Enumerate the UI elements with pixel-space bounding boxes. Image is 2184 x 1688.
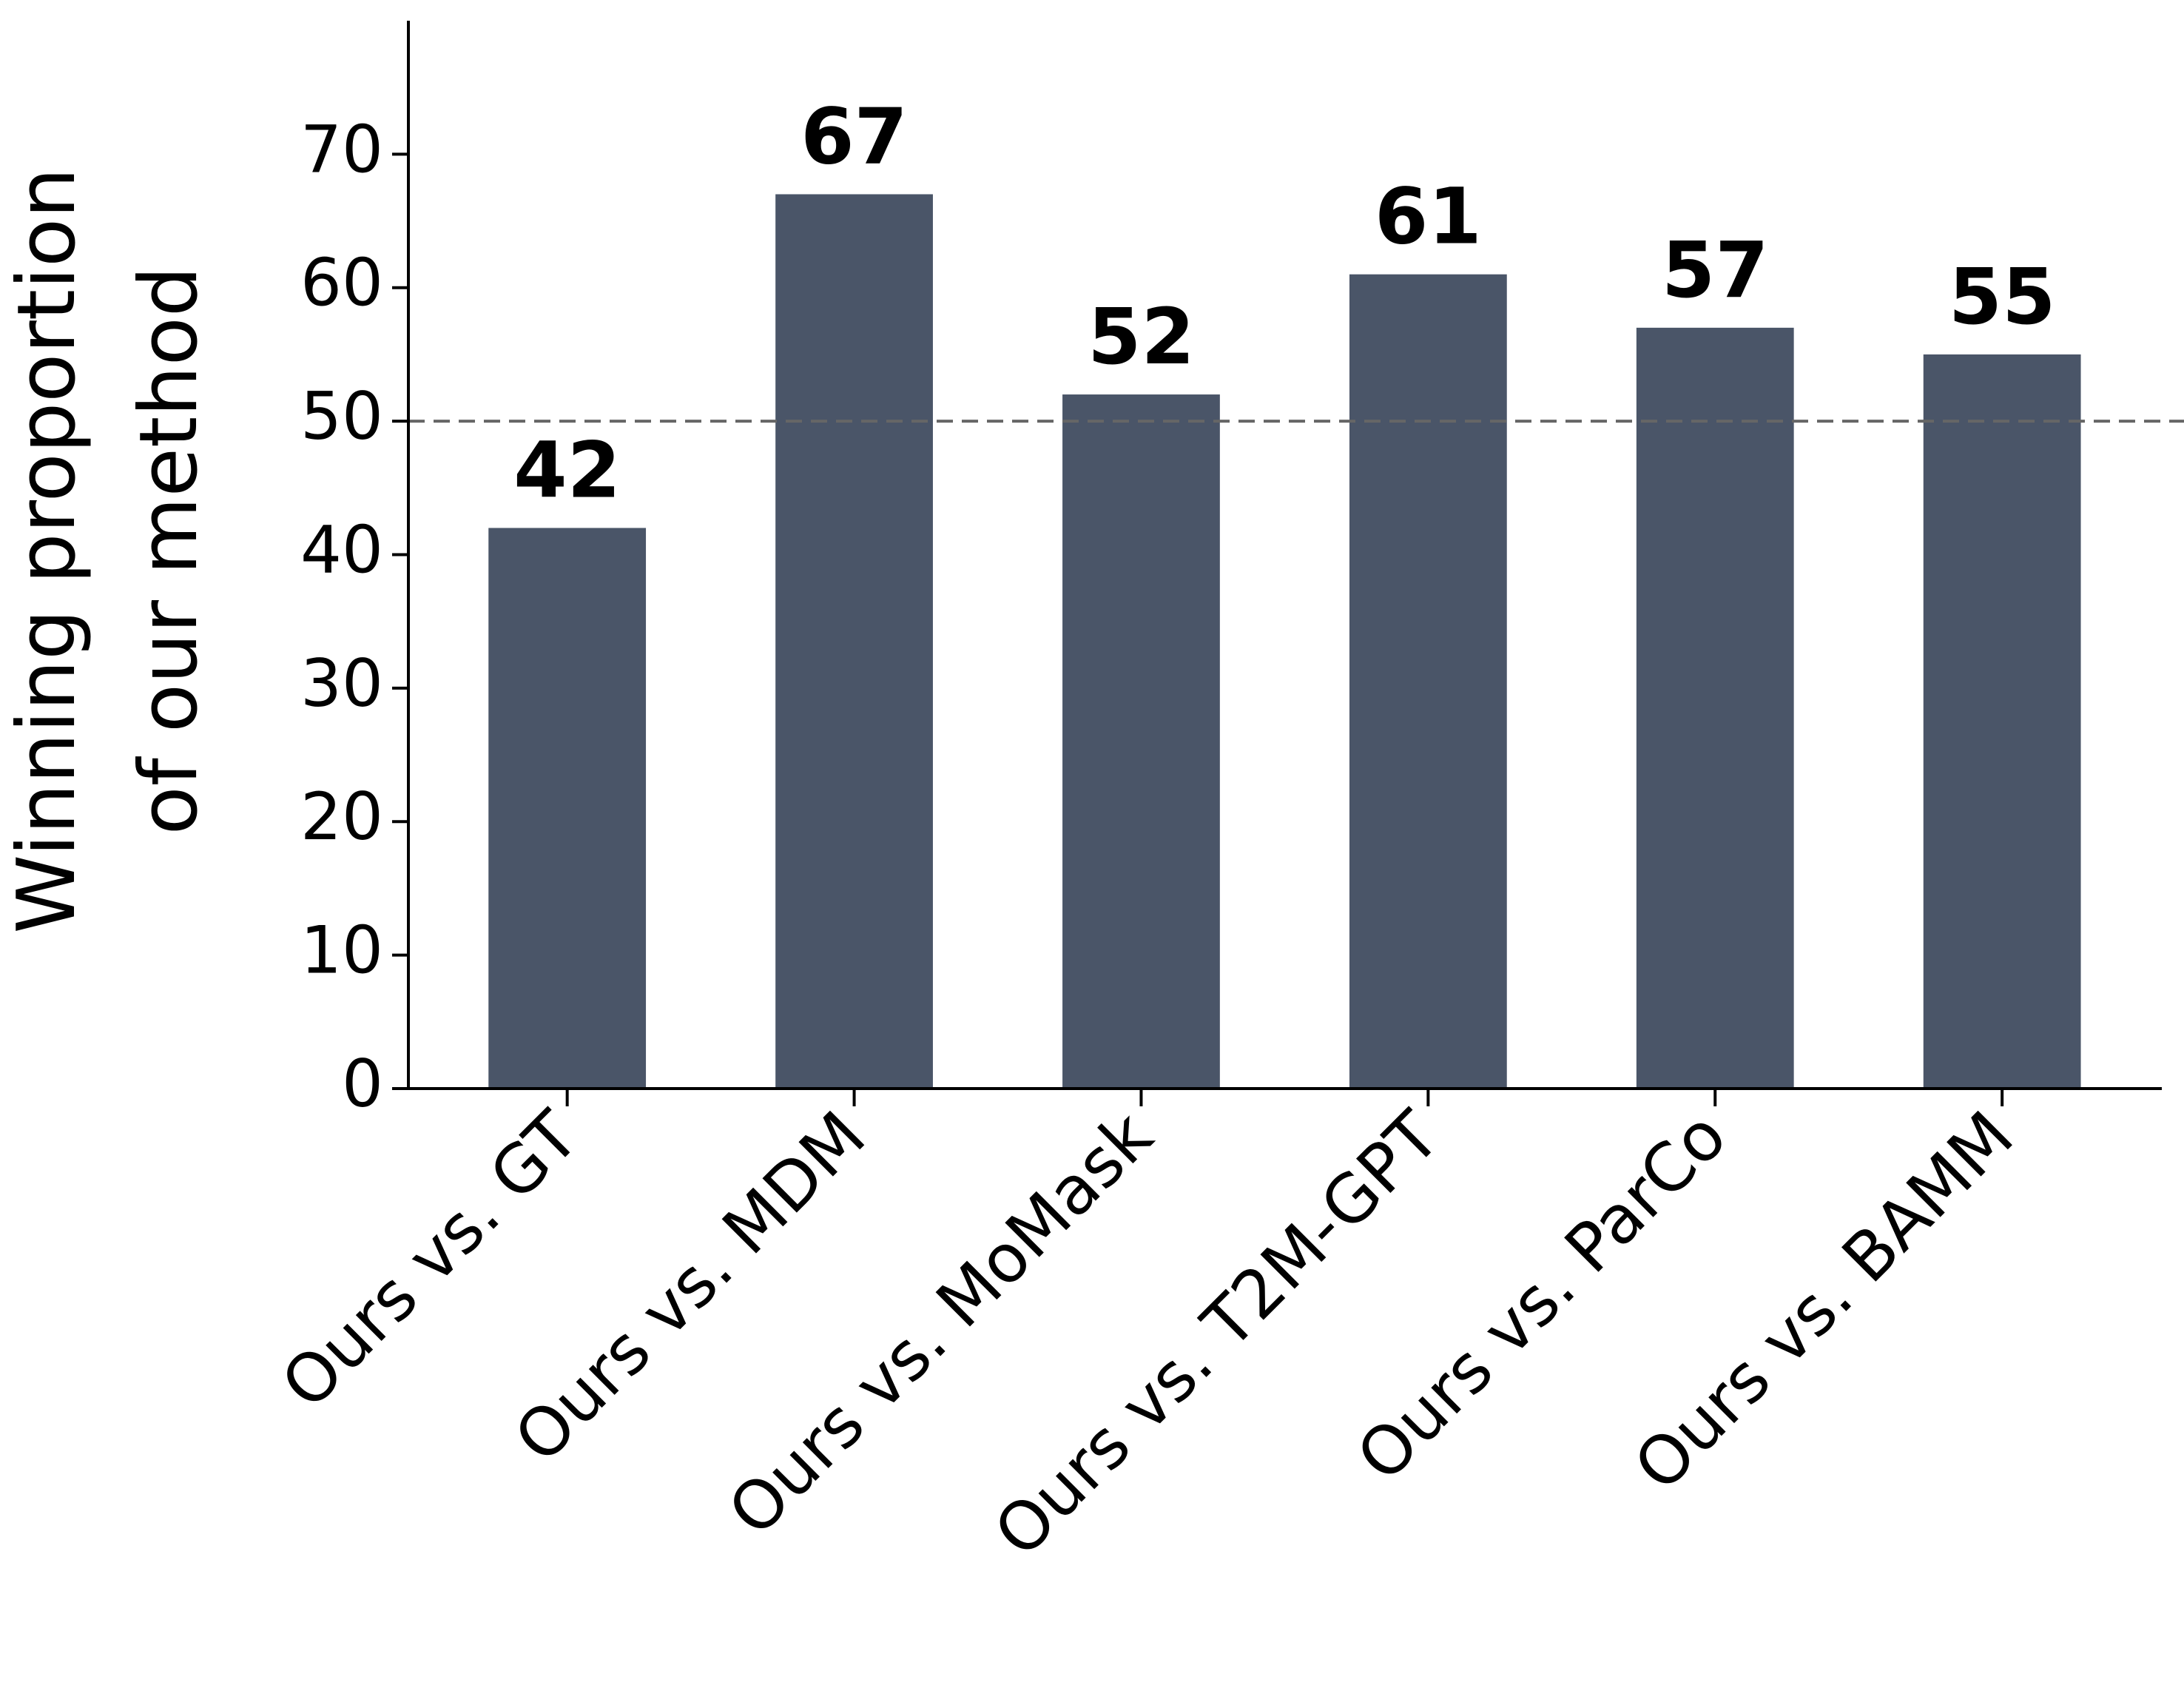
value-label: 57 xyxy=(1662,225,1769,315)
y-tick-label: 0 xyxy=(342,1046,383,1122)
bar xyxy=(1062,394,1220,1089)
y-tick-label: 20 xyxy=(300,779,383,855)
bar xyxy=(775,194,933,1089)
y-tick-label: 10 xyxy=(300,912,383,989)
y-tick-label: 50 xyxy=(300,378,383,454)
bar xyxy=(1923,354,2081,1089)
x-tick-label: Ours vs. GT xyxy=(267,1097,594,1424)
value-label: 67 xyxy=(801,91,908,181)
y-tick-label: 40 xyxy=(300,511,383,588)
bar xyxy=(488,528,647,1089)
y-axis-label: of our method xyxy=(123,266,215,835)
value-label: 52 xyxy=(1088,292,1195,382)
y-tick-label: 30 xyxy=(300,645,383,722)
y-tick-label: 70 xyxy=(300,111,383,187)
value-label: 55 xyxy=(1949,252,2056,342)
value-label: 42 xyxy=(513,425,621,515)
y-tick-label: 60 xyxy=(300,245,383,321)
bar xyxy=(1349,274,1507,1089)
bar xyxy=(1636,327,1794,1089)
y-axis-label: Winning proportion xyxy=(1,167,93,933)
value-label: 61 xyxy=(1375,172,1482,262)
